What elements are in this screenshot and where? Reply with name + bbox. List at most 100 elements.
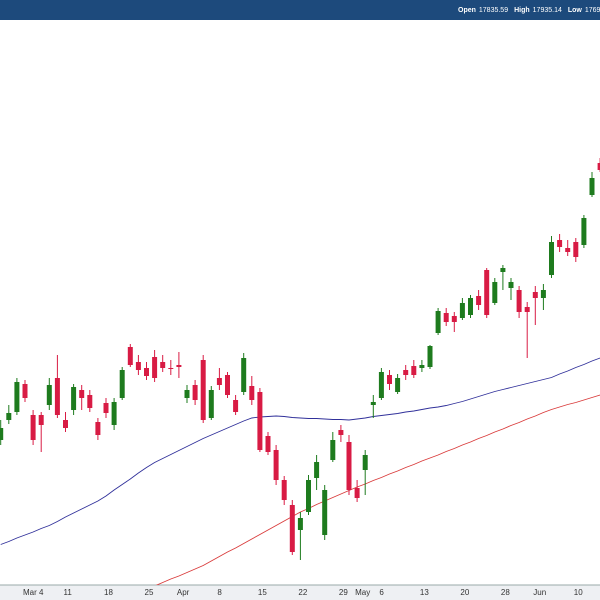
candle-body xyxy=(524,307,530,312)
x-tick-label: Apr xyxy=(177,588,190,597)
candle-body xyxy=(540,290,546,298)
candle-body xyxy=(419,365,425,368)
candle-body xyxy=(370,402,376,405)
candle-body xyxy=(403,370,409,375)
x-tick-label: 22 xyxy=(298,588,307,597)
x-tick-label: 25 xyxy=(145,588,154,597)
candle-body xyxy=(176,365,182,367)
candle-body xyxy=(281,480,287,500)
x-tick-label: Jun xyxy=(533,588,546,597)
candle-body xyxy=(54,378,60,415)
candle-body xyxy=(22,384,28,398)
x-tick-label: 11 xyxy=(64,588,73,597)
x-tick-label: 18 xyxy=(104,588,113,597)
x-tick-label: 15 xyxy=(258,588,267,597)
candle-body xyxy=(516,290,522,312)
header-bar xyxy=(0,0,600,20)
candle-body xyxy=(476,296,482,305)
candle-body xyxy=(597,163,600,170)
candle-body xyxy=(46,385,52,405)
candle-body xyxy=(144,368,149,376)
candle-body xyxy=(362,455,368,470)
x-axis: Mar 4 11 18 25 Apr 8 15 22 29 May 6 13 20 28 Jun 10 xyxy=(23,588,583,597)
header-label: Low xyxy=(568,7,583,14)
candle-body xyxy=(297,518,303,530)
candle-body xyxy=(168,368,174,369)
candle-body xyxy=(500,268,506,272)
candle-body xyxy=(6,413,12,420)
candle-body xyxy=(557,240,563,247)
header-label: Open xyxy=(458,7,476,14)
candle-body xyxy=(387,375,392,384)
header-value: 17935.14 xyxy=(533,7,562,14)
candle-body xyxy=(200,360,206,420)
candle-body xyxy=(233,400,239,412)
candle-body xyxy=(38,415,44,425)
x-tick-label: May xyxy=(355,588,370,597)
candle-body xyxy=(338,430,344,435)
candle-body xyxy=(192,385,198,400)
x-tick-label: 20 xyxy=(460,588,469,597)
candle-body xyxy=(346,442,352,490)
x-tick-label: 29 xyxy=(339,588,348,597)
x-tick-label: 10 xyxy=(574,588,583,597)
candle-body xyxy=(378,372,384,398)
candle-body xyxy=(573,242,579,257)
candle-body xyxy=(306,480,311,512)
candle-body xyxy=(225,375,230,395)
candle-body xyxy=(216,378,222,385)
candle-body xyxy=(427,346,433,367)
candle-body xyxy=(87,395,93,408)
candle-body xyxy=(257,392,263,450)
candle-body xyxy=(152,357,158,378)
candle-body xyxy=(459,303,465,318)
candle-body xyxy=(14,382,20,412)
candle-body xyxy=(79,390,85,398)
x-tick-label: Mar 4 xyxy=(23,588,44,597)
candle-body xyxy=(135,362,141,370)
x-axis-band xyxy=(0,585,600,600)
candle-body xyxy=(581,218,587,245)
candle-body xyxy=(273,450,279,480)
candle-body xyxy=(492,282,498,303)
candle-body xyxy=(484,270,490,315)
candle-body xyxy=(30,415,36,440)
candle-body xyxy=(532,292,538,298)
plot xyxy=(0,158,600,585)
header-value: 1769 xyxy=(585,7,600,14)
candle-body xyxy=(241,358,247,392)
candle-body xyxy=(111,402,117,425)
candle-body xyxy=(322,490,328,535)
moving-average-line xyxy=(0,357,600,545)
header-value: 17835.59 xyxy=(479,7,508,14)
candle-body xyxy=(589,178,595,195)
x-tick-label: 28 xyxy=(501,588,510,597)
candle-body xyxy=(549,242,554,275)
candle-body xyxy=(103,403,109,413)
x-tick-label: 13 xyxy=(420,588,429,597)
candle-body xyxy=(565,248,571,252)
candle-body xyxy=(354,488,360,498)
candle-body xyxy=(249,386,255,400)
candle-body xyxy=(127,347,133,365)
moving-average-line xyxy=(155,394,600,585)
candle-body xyxy=(451,316,457,322)
candle-body xyxy=(184,390,190,398)
candle-body xyxy=(208,390,214,418)
x-tick-label: 8 xyxy=(217,588,222,597)
candle-body xyxy=(314,462,320,478)
candle-body xyxy=(330,440,336,460)
candle-body xyxy=(435,311,441,333)
header: Open 17835.59 High 17935.14 Low 1769 xyxy=(458,7,600,14)
candle-body xyxy=(468,298,473,315)
header-label: High xyxy=(514,7,530,14)
candle-body xyxy=(395,378,401,392)
candle-body xyxy=(508,282,514,288)
candle-body xyxy=(0,428,4,440)
x-tick-label: 6 xyxy=(379,588,384,597)
candle-body xyxy=(95,422,101,435)
candle-body xyxy=(63,420,68,428)
candle-body xyxy=(411,366,417,375)
